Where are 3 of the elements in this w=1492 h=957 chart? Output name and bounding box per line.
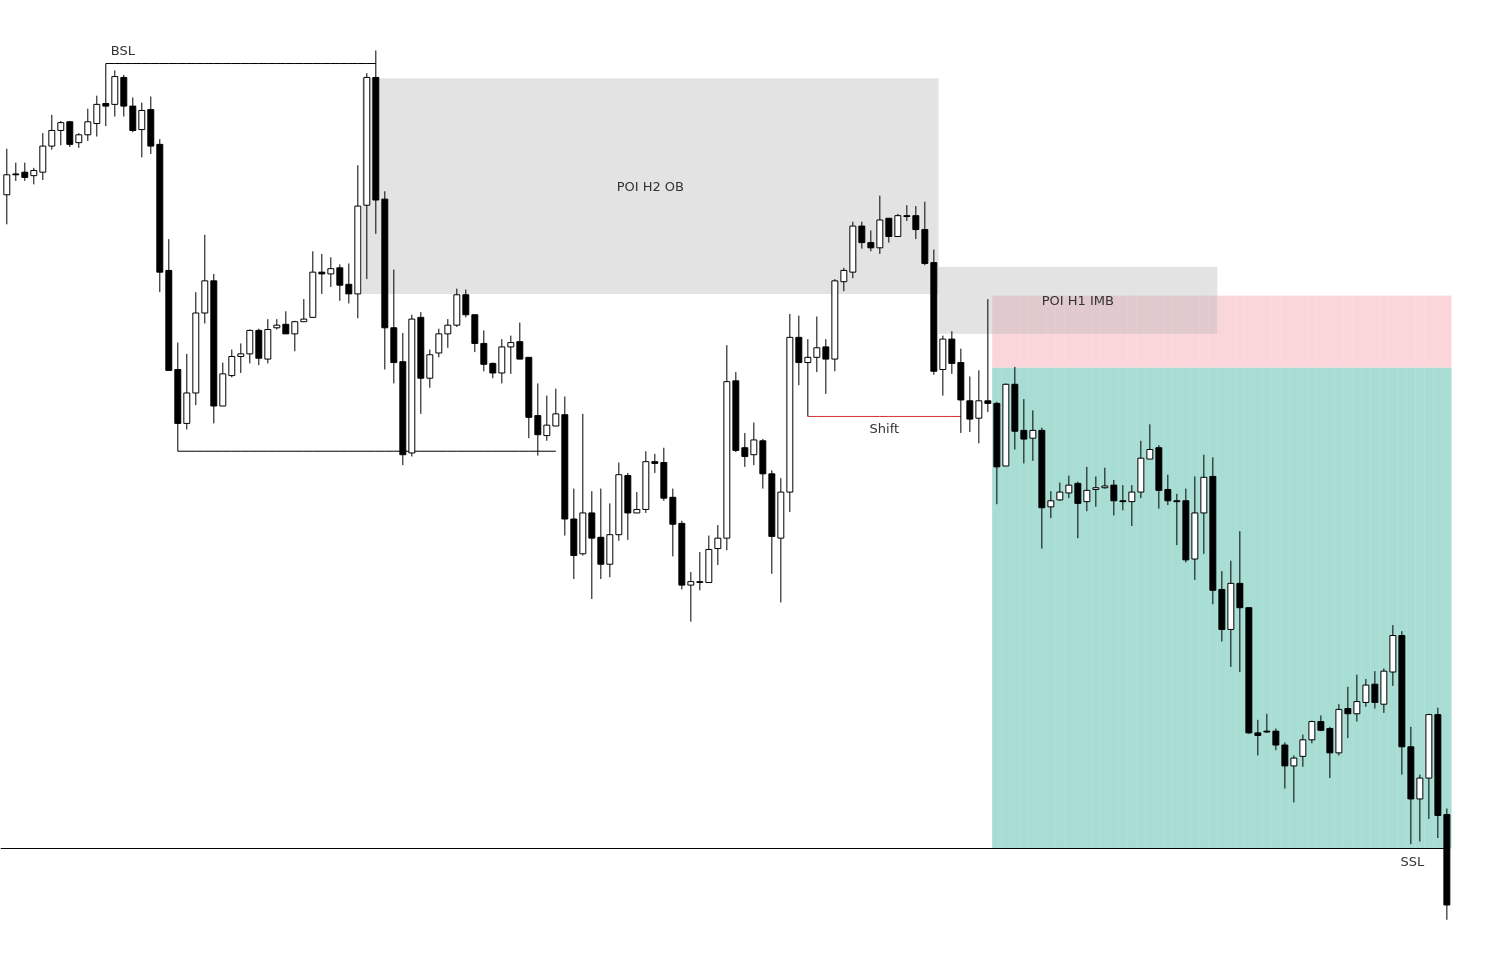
- series-label: BSL: [110, 42, 136, 58]
- ref-line-label: SSL: [1400, 854, 1426, 870]
- series-label: Shift: [869, 421, 900, 437]
